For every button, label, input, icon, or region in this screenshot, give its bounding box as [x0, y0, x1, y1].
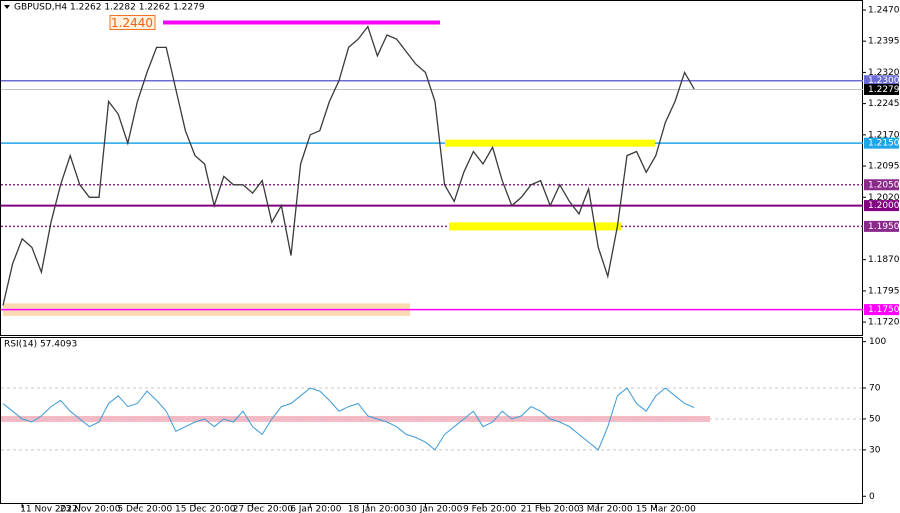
x-tick-label: 3 Mar 20:00 — [578, 505, 633, 513]
x-tick-label: 23 Nov 20:00 — [60, 505, 121, 513]
rsi-line — [2, 387, 695, 451]
x-tick-label: 9 Feb 20:00 — [463, 505, 517, 513]
y-tick-label: 1.2395 — [868, 37, 900, 47]
x-tick-label: 18 Jan 20:00 — [348, 505, 405, 513]
x-tick-label: 21 Feb 20:00 — [521, 505, 580, 513]
level-label-bg — [864, 200, 899, 212]
level-label: 1.2150 — [868, 139, 900, 149]
menu-arrow — [4, 5, 10, 9]
rsi-tick-label: 50 — [869, 414, 881, 424]
x-tick-label: 30 Jan 20:00 — [405, 505, 462, 513]
zone-1950 — [449, 222, 621, 231]
level-label: 1.2279 — [868, 85, 900, 95]
rsi-tick-label: 100 — [869, 337, 886, 347]
rsi-header: RSI(14) 57.4093 — [4, 340, 77, 350]
y-tick-label: 1.2245 — [868, 99, 900, 109]
symbol-header: GBPUSD,H4 1.2262 1.2282 1.2262 1.2279 — [14, 3, 205, 13]
x-tick-label: 15 Dec 20:00 — [175, 505, 236, 513]
level-label: 1.2000 — [868, 201, 900, 211]
y-tick-label: 1.2320 — [868, 68, 900, 78]
level-label: 1.2050 — [868, 180, 900, 190]
x-tick-label: 5 Dec 20:00 — [117, 505, 172, 513]
level-label: 1.1750 — [868, 305, 900, 315]
y-tick-label: 1.2170 — [868, 130, 900, 140]
y-tick-label: 1.1795 — [868, 286, 900, 296]
rsi-frame — [0, 337, 863, 504]
rsi-tick-label: 0 — [869, 492, 875, 502]
level-label-bg — [864, 304, 899, 316]
x-tick-label: 27 Dec 20:00 — [233, 505, 294, 513]
x-tick-label: 11 Nov 2022 — [20, 505, 78, 513]
rsi-tick-label: 70 — [869, 384, 881, 394]
rsi-tick-label: 30 — [869, 445, 881, 455]
level-label: 1.1950 — [868, 222, 900, 232]
annotation-box — [109, 14, 156, 30]
y-tick-label: 1.2470 — [868, 5, 900, 15]
y-tick-label: 1.2095 — [868, 162, 900, 172]
y-tick-label: 1.1720 — [868, 318, 900, 328]
y-tick-label: 1.2020 — [868, 193, 900, 203]
price-frame — [0, 0, 863, 336]
level-label-bg — [864, 137, 899, 149]
level-label-bg — [864, 75, 899, 87]
level-label-bg — [864, 83, 899, 95]
zone-2150 — [445, 139, 655, 147]
x-tick-label: 6 Jan 20:00 — [290, 505, 342, 513]
price-line — [2, 25, 695, 306]
y-tick-label: 1.1870 — [868, 255, 900, 265]
x-tick-label: 15 Mar 20:00 — [636, 505, 696, 513]
annotation-label: 1.2440 — [111, 16, 153, 30]
level-label-bg — [864, 179, 899, 191]
level-label-bg — [864, 220, 899, 232]
level-label: 1.2300 — [868, 76, 900, 86]
